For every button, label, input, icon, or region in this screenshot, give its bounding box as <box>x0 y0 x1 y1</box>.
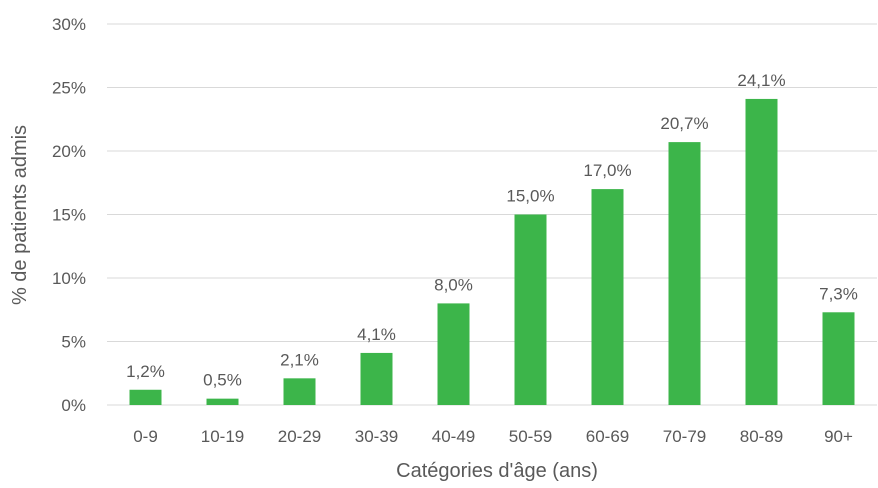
bar-40-49 <box>437 303 470 405</box>
data-label-90+: 7,3% <box>819 284 858 303</box>
y-tick-label: 15% <box>52 206 86 225</box>
bar-0-9 <box>129 389 162 405</box>
bar-20-29 <box>283 378 316 405</box>
data-label-80-89: 24,1% <box>737 71 785 90</box>
bar-70-79 <box>668 142 701 406</box>
x-tick-label-20-29: 20-29 <box>278 427 321 446</box>
x-tick-label-50-59: 50-59 <box>509 427 552 446</box>
bar-80-89 <box>745 98 778 406</box>
y-tick-label: 5% <box>61 333 86 352</box>
bar-30-39 <box>360 352 393 405</box>
data-label-30-39: 4,1% <box>357 325 396 344</box>
x-axis-title: Catégories d'âge (ans) <box>396 460 598 482</box>
data-label-20-29: 2,1% <box>280 350 319 369</box>
x-tick-label-70-79: 70-79 <box>663 427 706 446</box>
x-tick-label-10-19: 10-19 <box>201 427 244 446</box>
x-axis-ticks: 0-9 10-19 20-29 30-39 40-49 50-59 60-69 70-79 80… <box>133 427 853 446</box>
data-label-10-19: 0,5% <box>203 371 242 390</box>
y-axis-ticks: 0% 5% 10% 15% 20% 25% 30% <box>52 15 86 415</box>
gridlines <box>107 23 877 406</box>
bar-10-19 <box>206 398 239 405</box>
y-tick-label: 10% <box>52 269 86 288</box>
data-label-0-9: 1,2% <box>126 362 165 381</box>
y-tick-label: 0% <box>61 396 86 415</box>
x-tick-label-40-49: 40-49 <box>432 427 475 446</box>
x-tick-label-60-69: 60-69 <box>586 427 629 446</box>
y-tick-label: 30% <box>52 15 86 34</box>
data-label-60-69: 17,0% <box>583 161 631 180</box>
data-label-50-59: 15,0% <box>506 187 554 206</box>
x-tick-label-90+: 90+ <box>824 427 853 446</box>
y-axis-title: % de patients admis <box>9 125 31 305</box>
bar-60-69 <box>591 189 624 405</box>
bars <box>129 98 855 406</box>
data-label-40-49: 8,0% <box>434 275 473 294</box>
bar-50-59 <box>514 214 547 405</box>
y-tick-label: 25% <box>52 79 86 98</box>
data-labels: 1,2% 0,5% 2,1% 4,1% 8,0% 15,0% 17,0% 20,7% 24,1%… <box>126 71 858 390</box>
bar-90+ <box>822 312 855 405</box>
y-tick-label: 20% <box>52 142 86 161</box>
x-tick-label-80-89: 80-89 <box>740 427 783 446</box>
x-tick-label-0-9: 0-9 <box>133 427 158 446</box>
x-tick-label-30-39: 30-39 <box>355 427 398 446</box>
data-label-70-79: 20,7% <box>660 114 708 133</box>
